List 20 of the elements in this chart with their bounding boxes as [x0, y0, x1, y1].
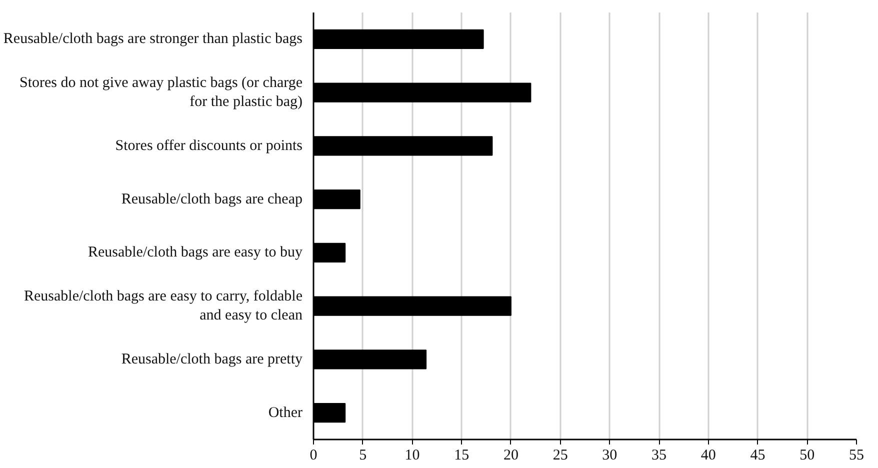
y-tick-label: Reusable/cloth bags are pretty: [121, 351, 303, 368]
x-tick-label: 15: [454, 448, 470, 464]
y-tick-label: Reusable/cloth bags are easy to carry, foldable and easy to clean: [24, 288, 303, 324]
y-tick-label: Other: [268, 404, 303, 421]
x-tick-label: 10: [404, 448, 420, 464]
x-tick-label: 20: [503, 448, 518, 464]
x-tick-label: 30: [602, 448, 618, 464]
x-tick-label: 35: [652, 448, 667, 464]
x-tick-label: 0: [310, 448, 318, 464]
x-tick-label: 50: [800, 448, 815, 464]
x-tick-label: 25: [552, 448, 568, 464]
x-tick-label: 5: [359, 448, 367, 464]
x-tick-label: 40: [700, 448, 716, 464]
y-tick-label: Reusable/cloth bags are cheap: [121, 191, 302, 208]
y-tick-label: Reusable/cloth bags are easy to buy: [88, 244, 303, 261]
y-tick-label: Reusable/cloth bags are stronger than plastic bags: [3, 31, 303, 48]
y-tick-label: Stores offer discounts or points: [115, 138, 303, 154]
x-tick-label: 45: [750, 448, 766, 464]
x-tick-label: 55: [849, 448, 864, 464]
y-tick-label: Stores do not give away plastic bags (or charge for the plastic bag): [20, 74, 303, 110]
